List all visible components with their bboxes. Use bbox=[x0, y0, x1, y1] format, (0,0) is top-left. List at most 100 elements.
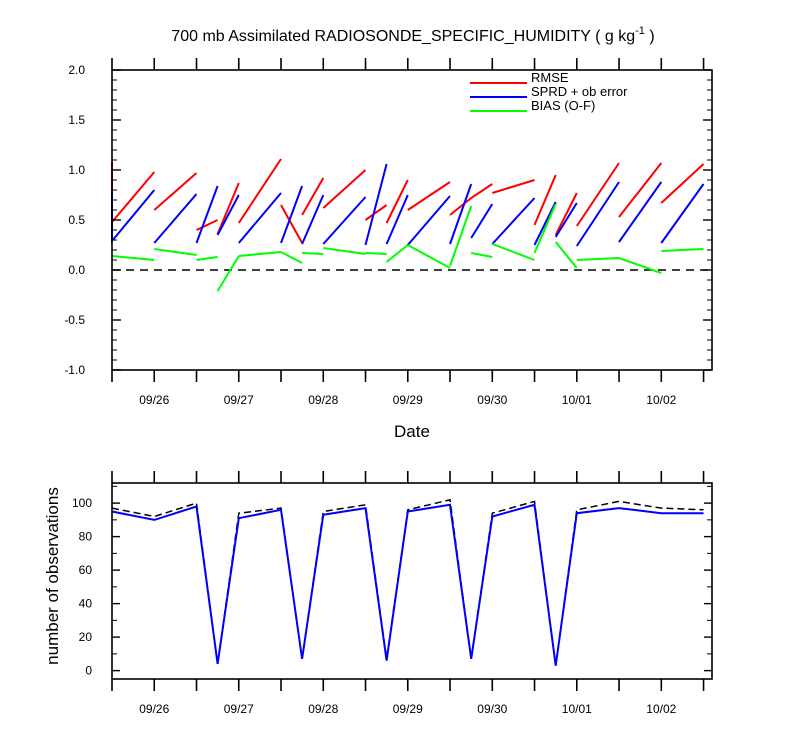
series-segment-rmse bbox=[470, 183, 493, 199]
series-segment-rmse bbox=[618, 162, 663, 218]
series-segment-rmse bbox=[364, 204, 388, 221]
y-tick-label: -1.0 bbox=[64, 363, 85, 377]
x-tick-label: 09/27 bbox=[224, 702, 254, 716]
series-segment-rmse bbox=[216, 182, 240, 235]
series-segment-rmse bbox=[554, 192, 578, 236]
series-segment-rmse bbox=[196, 219, 219, 231]
series-segment-rmse bbox=[575, 162, 620, 227]
chart-title-end: ) bbox=[645, 28, 655, 45]
series-segment-bias-o-f bbox=[280, 251, 303, 264]
series-segment-rmse bbox=[153, 172, 198, 211]
x-tick-label: 10/01 bbox=[562, 702, 592, 716]
series-segment-bias-o-f bbox=[365, 252, 387, 255]
x-tick-label: 09/28 bbox=[308, 702, 338, 716]
series-segment-bias-o-f bbox=[471, 252, 493, 258]
chart-title-exponent: -1 bbox=[635, 25, 645, 37]
series-segment-sprd-ob-error bbox=[491, 197, 536, 245]
x-tick-label: 10/02 bbox=[646, 393, 676, 407]
x-tick-label: 09/26 bbox=[139, 702, 169, 716]
y-tick-label: 0 bbox=[85, 664, 92, 678]
y-tick-label: 100 bbox=[72, 496, 92, 510]
y-tick-label: 0.0 bbox=[68, 263, 85, 277]
x-tick-label: 09/26 bbox=[139, 393, 169, 407]
series-segment-sprd-ob-error bbox=[660, 183, 705, 244]
series-segment-rmse bbox=[449, 197, 472, 216]
series-segment-bias-o-f bbox=[533, 203, 557, 254]
series-segment-sprd-ob-error bbox=[322, 196, 367, 245]
series-segment-sprd-ob-error bbox=[575, 181, 620, 247]
series-rmse bbox=[111, 158, 705, 244]
x-tick-label: 09/27 bbox=[224, 393, 254, 407]
x-tick-label: 09/30 bbox=[477, 702, 507, 716]
x-tick-label: 09/30 bbox=[477, 393, 507, 407]
series-segment-sprd-ob-error bbox=[385, 194, 409, 245]
series-segment-bias-o-f bbox=[111, 255, 155, 261]
legend-label-bias-o-f: BIAS (O-F) bbox=[531, 98, 595, 113]
y-tick-label: 2.0 bbox=[68, 63, 85, 77]
series-segment-bias-o-f bbox=[449, 205, 473, 267]
series-segment-sprd-ob-error bbox=[280, 185, 304, 244]
series-segment-sprd-ob-error bbox=[407, 195, 451, 246]
top-plot-frame bbox=[111, 69, 713, 371]
series-segment-bias-o-f bbox=[491, 243, 535, 261]
series-segment-rmse bbox=[322, 169, 367, 209]
series-segment-rmse bbox=[492, 179, 535, 194]
bottom-panel: 0 20 40 60 80 100 09/26 09/27 09/28 09/29 09/30 10/… bbox=[72, 471, 713, 716]
y-tick-label: 80 bbox=[79, 530, 93, 544]
series-segment-bias-o-f bbox=[407, 244, 451, 269]
series-segment-bias-o-f bbox=[618, 257, 662, 274]
x-axis-title: Date bbox=[394, 422, 430, 441]
legend-label-sprd-ob-error: SPRD + ob error bbox=[531, 84, 628, 99]
y-tick-label: 40 bbox=[79, 597, 93, 611]
y-tick-label: -0.5 bbox=[64, 313, 85, 327]
x-tick-label: 09/29 bbox=[393, 702, 423, 716]
series-segment-bias-o-f bbox=[576, 257, 620, 261]
series-segment-sprd-ob-error bbox=[153, 193, 198, 244]
series-segment-bias-o-f bbox=[238, 251, 282, 257]
x-tick-label: 10/02 bbox=[646, 702, 676, 716]
series-segment-sprd-ob-error bbox=[554, 202, 578, 238]
series-segment-sprd-ob-error bbox=[364, 163, 388, 246]
series-segment-bias-o-f bbox=[661, 248, 704, 252]
series-segment-rmse bbox=[237, 158, 282, 224]
series-segment-bias-o-f bbox=[196, 256, 218, 261]
series-segment-rmse bbox=[111, 162, 156, 225]
series-observations-assimilated bbox=[111, 503, 704, 666]
series-segment-sprd-ob-error bbox=[449, 183, 473, 245]
series-bias-o-f bbox=[111, 203, 704, 292]
series-segment-sprd-ob-error bbox=[216, 194, 240, 236]
series-segment-bias-o-f bbox=[323, 247, 366, 255]
series-segment-bias-o-f bbox=[216, 255, 240, 292]
series-segment-sprd-ob-error bbox=[470, 203, 494, 239]
top-panel: -1.0 -0.5 0.0 0.5 1.0 1.5 2.0 09/26 09/27 09/28 09… bbox=[64, 58, 713, 407]
series-segment-rmse bbox=[533, 174, 557, 226]
series-observations-possible bbox=[111, 498, 704, 666]
series-segment-rmse bbox=[280, 204, 303, 244]
y-tick-label: 0.5 bbox=[68, 213, 85, 227]
series-segment-rmse bbox=[660, 163, 705, 204]
y-tick-label: 60 bbox=[79, 563, 93, 577]
y-axis-title-observations: number of observations bbox=[43, 487, 62, 665]
y-tick-label: 1.0 bbox=[68, 163, 85, 177]
series-segment-sprd-ob-error bbox=[301, 194, 325, 245]
y-tick-label: 20 bbox=[79, 630, 93, 644]
y-tick-label: 1.5 bbox=[68, 113, 85, 127]
series-segment-sprd-ob-error bbox=[618, 181, 663, 243]
chart-title: 700 mb Assimilated RADIOSONDE_SPECIFIC_H… bbox=[171, 25, 654, 45]
x-tick-label: 10/01 bbox=[562, 393, 592, 407]
x-tick-label: 09/29 bbox=[393, 393, 423, 407]
series-segment-bias-o-f bbox=[302, 252, 324, 255]
series-sprd-ob-error bbox=[111, 163, 705, 247]
x-tick-label: 09/28 bbox=[308, 393, 338, 407]
bottom-plot-frame bbox=[111, 482, 713, 680]
series-segment-sprd-ob-error bbox=[195, 185, 219, 244]
series-segment-rmse bbox=[301, 177, 325, 216]
chart-title-text: 700 mb Assimilated RADIOSONDE_SPECIFIC_H… bbox=[171, 28, 635, 45]
legend-label-rmse: RMSE bbox=[531, 70, 569, 85]
series-segment-rmse bbox=[407, 181, 451, 211]
series-segment-sprd-ob-error bbox=[238, 192, 282, 244]
series-segment-bias-o-f bbox=[554, 241, 578, 269]
series-segment-bias-o-f bbox=[154, 248, 197, 256]
